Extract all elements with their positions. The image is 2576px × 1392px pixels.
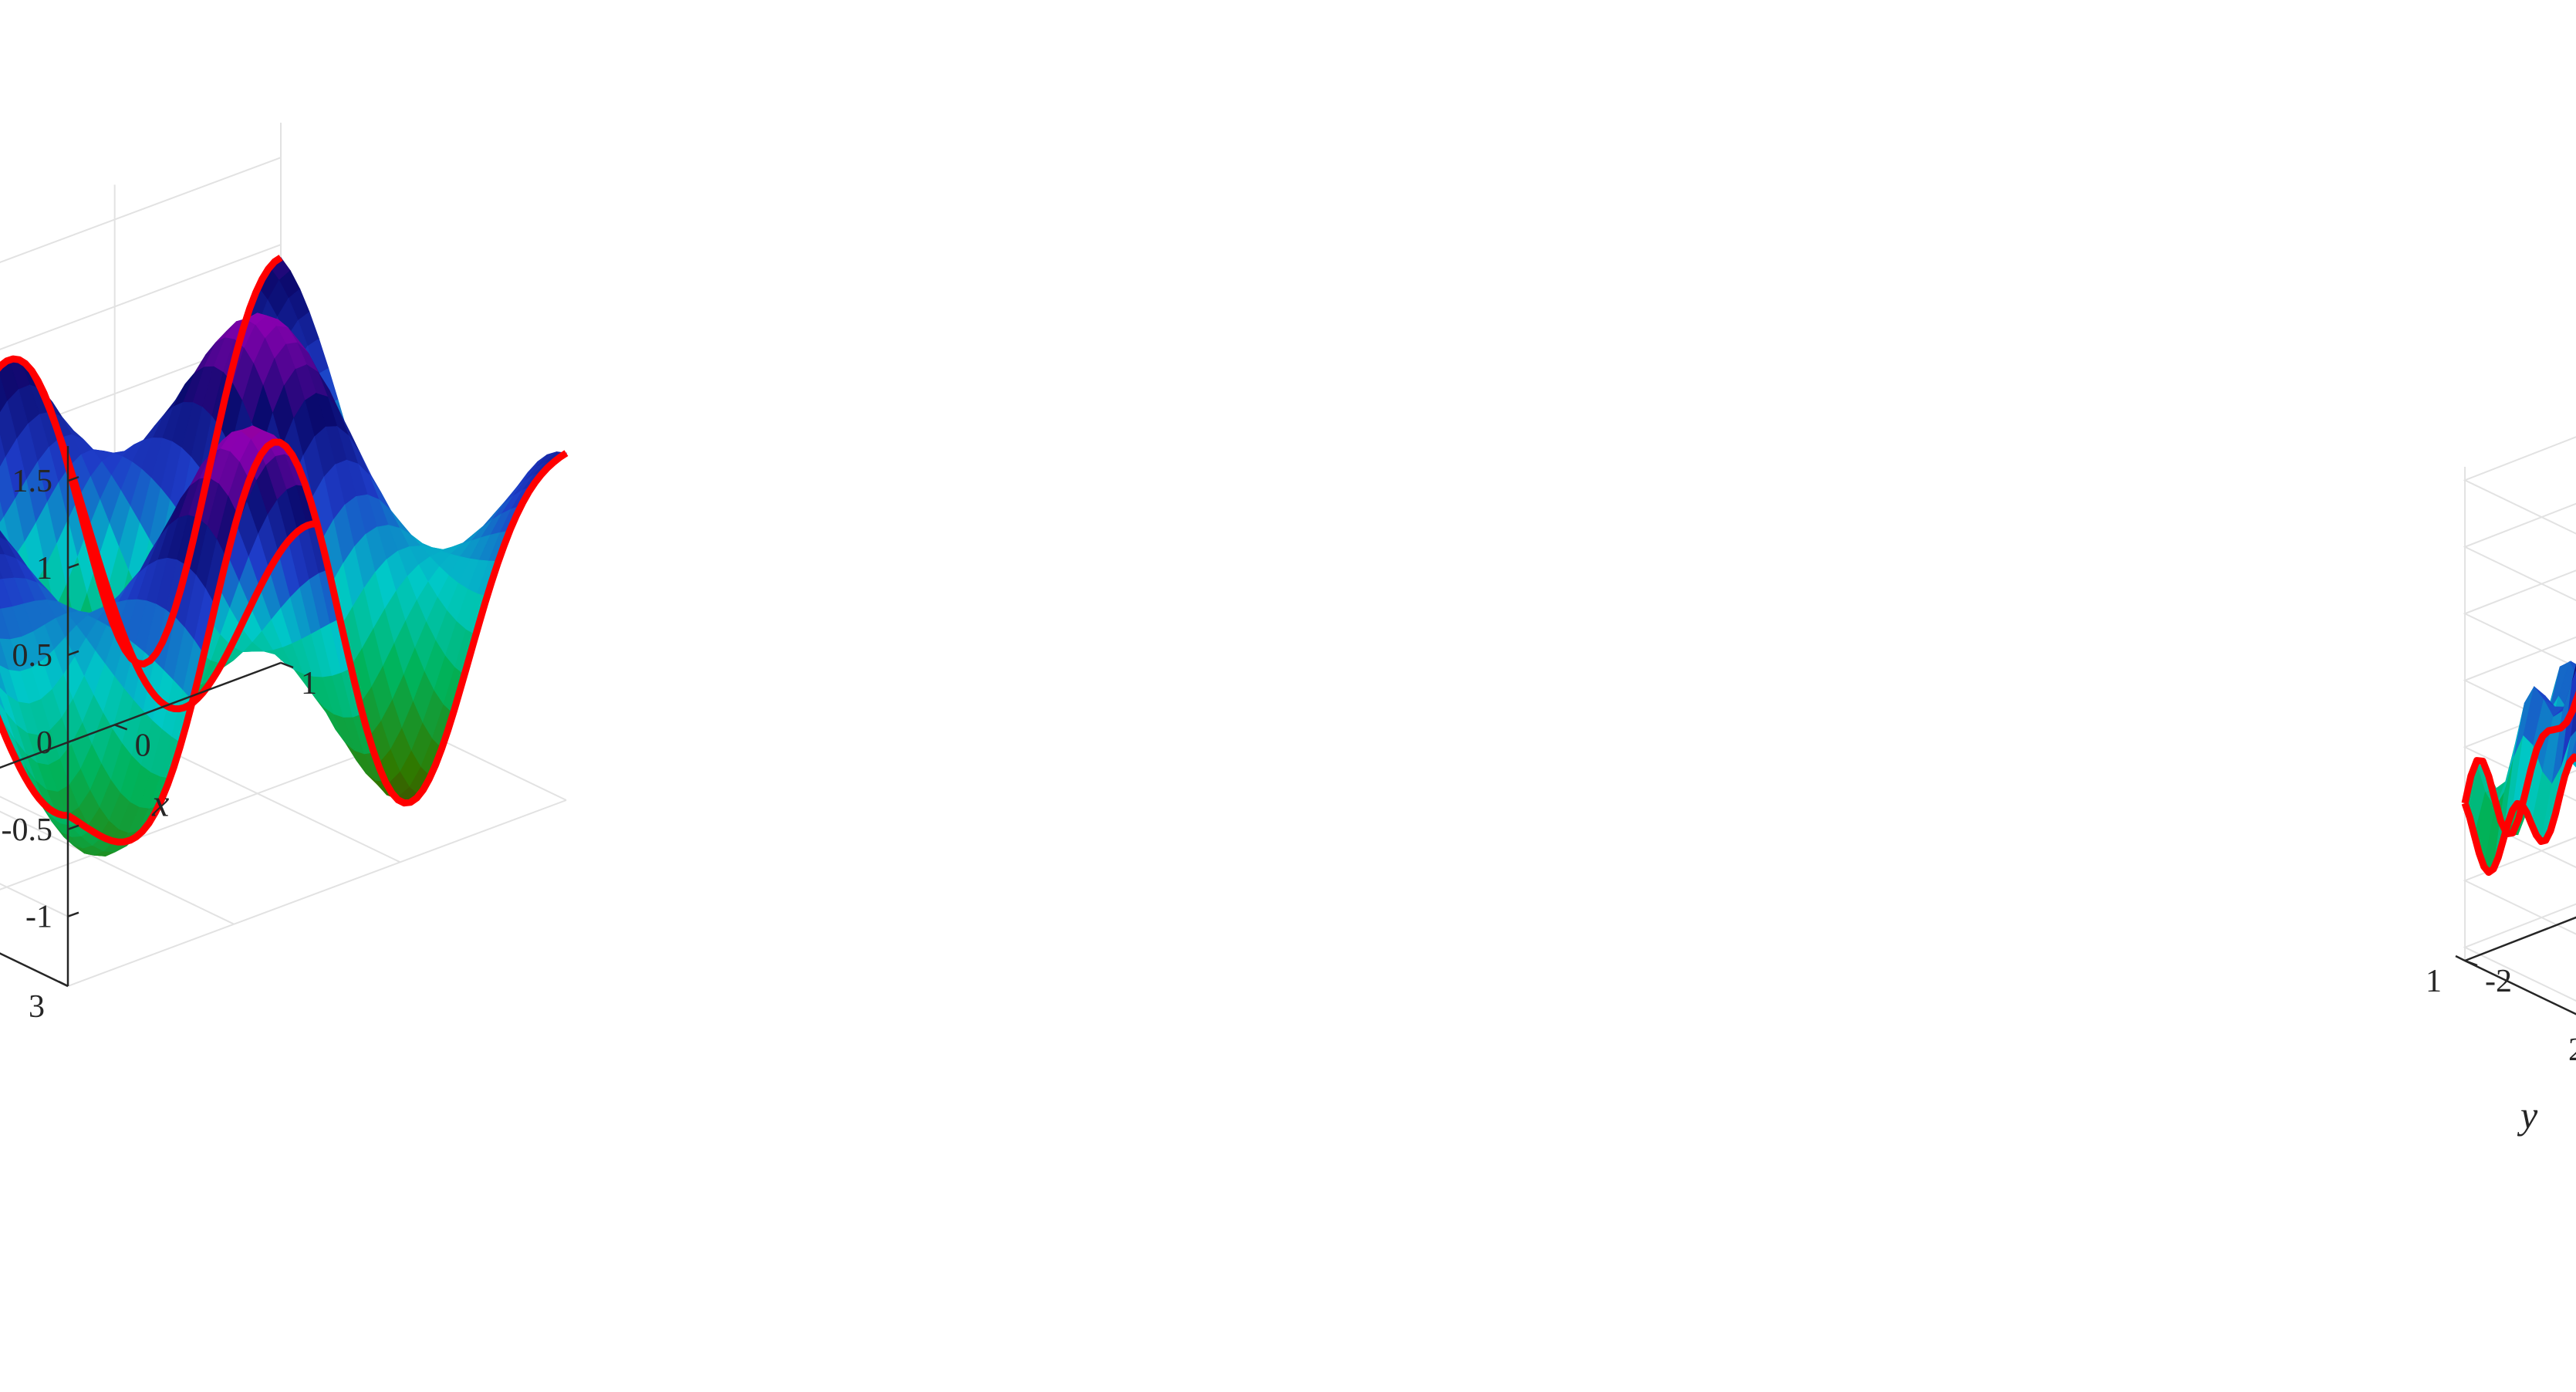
z-tick-mark (67, 563, 79, 569)
overlay-curve-y (0, 714, 69, 819)
y-axis-line (0, 952, 69, 988)
y-tick-mark (2455, 954, 2466, 962)
x-tick-label: 0 (135, 728, 151, 763)
z-tick-mark (67, 737, 79, 744)
x-axis-line (2464, 916, 2576, 962)
y-axis-line (2464, 959, 2576, 1015)
y-tick-label: 3 (29, 989, 45, 1025)
overlay-curves (2461, 690, 2576, 877)
grid-line-y (0, 731, 424, 890)
surface-patch (2571, 664, 2576, 682)
x-tick-mark (280, 661, 294, 669)
left-chart-panel: -1-0.500.511.5123-2-101xyf(x,y) (0, 123, 569, 1025)
y-tick-label: 2 (2568, 1032, 2576, 1068)
x-tick-label: 1 (301, 666, 317, 701)
z-tick-mark (67, 475, 79, 482)
z-tick-mark (67, 911, 79, 917)
y-tick-mark (58, 980, 69, 988)
x-axis-label: x (151, 781, 169, 824)
axes (2455, 916, 2576, 1015)
surface-plot-right: -1.5-1-0.500.511.52123-2-101xyf(x,y) (2426, 436, 2576, 1137)
overlay-curves (0, 255, 569, 846)
z-tick-label: 1 (36, 551, 52, 586)
z-tick-mark (67, 824, 79, 830)
z-tick-label: 0.5 (12, 638, 53, 674)
right-chart-panel: -1.5-1-0.500.511.52123-2-101xyf(x,y) (1288, 0, 2576, 1392)
z-tick-mark (67, 650, 79, 657)
z-tick-label: -0.5 (2, 813, 53, 848)
overlay-curve-y (29, 369, 318, 713)
overlay-curve-y (2461, 753, 2576, 877)
surface-patch (2570, 695, 2576, 738)
x-tick-mark (114, 724, 128, 731)
x-tick-label: -2 (2485, 964, 2512, 999)
x-axis-line (0, 661, 282, 769)
z-tick-label: 1.5 (12, 464, 53, 499)
y-tick-label: 1 (2426, 964, 2442, 999)
grid-line-x (0, 810, 235, 925)
surface-plot-left: -1-0.500.511.5123-2-101xyf(x,y) (0, 123, 569, 1025)
surface (0, 257, 568, 856)
grid-line-z (2463, 436, 2576, 535)
overlay-curve-x (2461, 690, 2576, 838)
z-tick-label: 0 (36, 725, 52, 761)
y-axis-label: y (2517, 1093, 2538, 1137)
z-tick-label: -1 (25, 900, 52, 935)
x-tick-mark (2464, 959, 2478, 967)
axes (0, 446, 294, 988)
grid-line-z (2463, 502, 2576, 602)
